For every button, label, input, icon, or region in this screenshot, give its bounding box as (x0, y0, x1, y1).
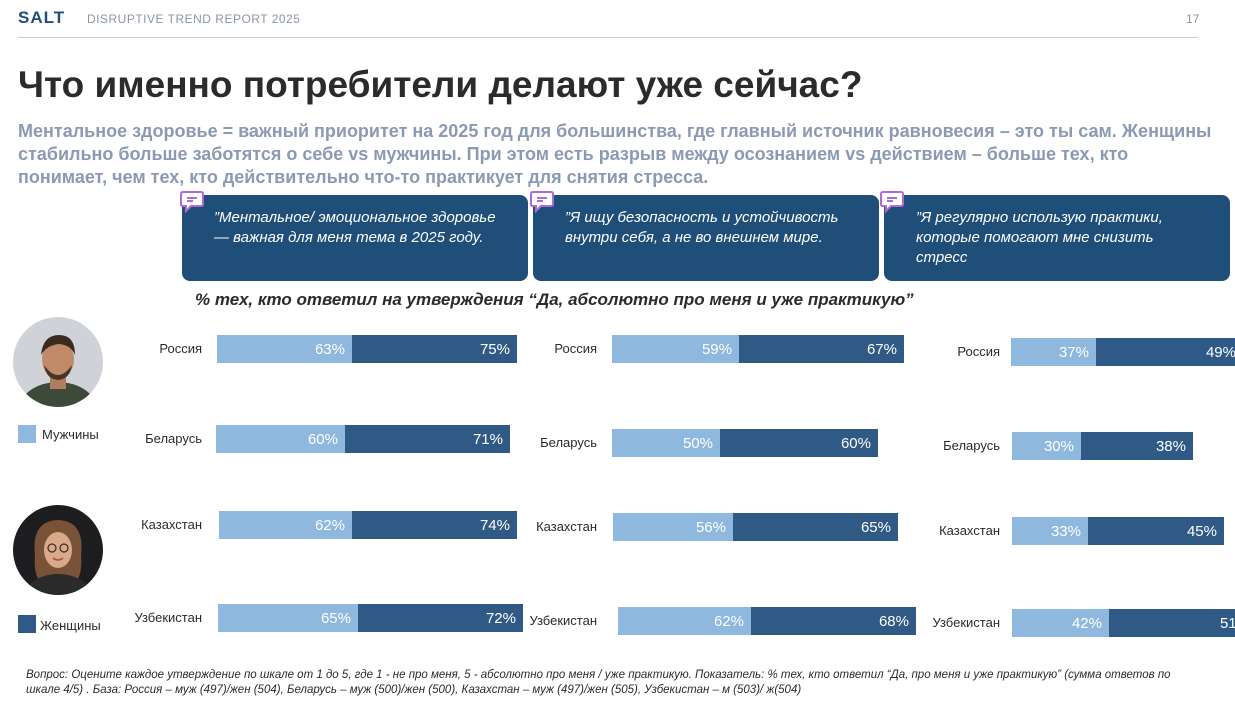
category-label: Казахстан (141, 517, 202, 532)
bar-men: 59% (612, 335, 739, 363)
bar-men: 30% (1012, 432, 1081, 460)
statement-card-2: ”Я ищу безопасность и устойчивость внутр… (533, 195, 879, 281)
bar-women: 72% (358, 604, 523, 632)
legend-label-women: Женщины (40, 618, 101, 633)
legend-swatch-women (18, 615, 36, 633)
bar-men: 50% (612, 429, 720, 457)
page-number: 17 (1186, 12, 1200, 26)
bar-men: 33% (1012, 517, 1088, 545)
page-title: Что именно потребители делают уже сейчас… (18, 64, 863, 105)
bar-women: 38% (1081, 432, 1193, 460)
bar-men: 60% (216, 425, 345, 453)
category-label: Беларусь (540, 435, 597, 450)
bar-women: 71% (345, 425, 510, 453)
bar-men: 63% (217, 335, 352, 363)
bar-women: 65% (733, 513, 898, 541)
report-name: DISRUPTIVE TREND REPORT 2025 (87, 12, 301, 26)
category-label: Россия (957, 344, 1000, 359)
statement-card-1: ”Ментальное/ эмоциональное здоровье — ва… (182, 195, 528, 281)
category-label: Узбекистан (134, 610, 202, 625)
footnote: Вопрос: Оцените каждое утверждение по шк… (26, 669, 1171, 696)
woman-avatar (13, 505, 103, 595)
statement-card-3: ”Я регулярно использую практики, которые… (884, 195, 1230, 281)
category-label: Россия (159, 341, 202, 356)
category-label: Россия (554, 341, 597, 356)
bar-men: 62% (219, 511, 352, 539)
legend-label-men: Мужчины (42, 427, 99, 442)
brand-logo: SALT (18, 8, 66, 27)
category-label: Узбекистан (932, 615, 1000, 630)
bar-women: 74% (352, 511, 517, 539)
legend-swatch-men (18, 425, 36, 443)
speech-bubble-icon (530, 191, 554, 213)
bar-women: 75% (352, 335, 517, 363)
bar-men: 65% (218, 604, 358, 632)
speech-bubble-icon (180, 191, 204, 213)
bar-women: 51% (1109, 609, 1235, 637)
category-label: Казахстан (939, 523, 1000, 538)
speech-bubble-icon (880, 191, 904, 213)
bar-men: 56% (613, 513, 733, 541)
bar-women: 67% (739, 335, 904, 363)
category-label: Казахстан (536, 519, 597, 534)
category-label: Узбекистан (529, 613, 597, 628)
category-label: Беларусь (943, 438, 1000, 453)
page-subtitle: Ментальное здоровье = важный приоритет н… (18, 121, 1212, 187)
bar-men: 42% (1012, 609, 1109, 637)
bar-women: 60% (720, 429, 878, 457)
category-label: Беларусь (145, 431, 202, 446)
bar-men: 62% (618, 607, 751, 635)
bar-women: 49% (1096, 338, 1235, 366)
bar-women: 68% (751, 607, 916, 635)
header-divider (18, 37, 1198, 38)
bar-women: 45% (1088, 517, 1224, 545)
bar-men: 37% (1011, 338, 1096, 366)
man-avatar (13, 317, 103, 407)
chart-title: % тех, кто ответил на утверждения “Да, а… (195, 290, 914, 309)
